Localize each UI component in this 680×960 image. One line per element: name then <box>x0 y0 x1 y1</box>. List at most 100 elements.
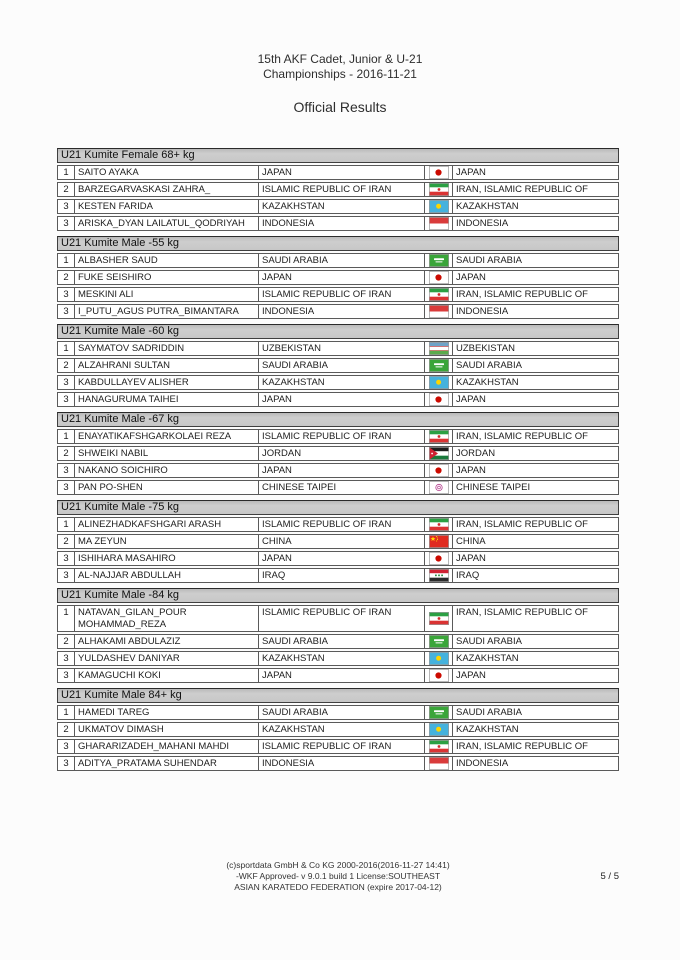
country-name-cell: INDONESIA <box>456 758 509 769</box>
country-name-cell: IRAQ <box>456 570 480 581</box>
country-cell: SAUDI ARABIA <box>259 706 425 719</box>
flag-cell <box>425 535 453 548</box>
competitor-name-cell: MESKINI ALI <box>75 288 259 301</box>
table-row: 3 ISHIHARA MASAHIRO JAPAN JAPAN <box>57 551 619 566</box>
competitor-name-cell: AL-NAJJAR ABDULLAH <box>75 569 259 582</box>
table-row: 2 MA ZEYUN CHINA CHINA <box>57 534 619 549</box>
rank-cell: 3 <box>58 288 75 301</box>
category-title: U21 Kumite Male -55 kg <box>57 236 619 251</box>
country-cell: ISLAMIC REPUBLIC OF IRAN <box>259 183 425 196</box>
rank-cell: 1 <box>58 706 75 719</box>
results-table: U21 Kumite Male 84+ kg 1 HAMEDI TAREG SAUDI… <box>57 688 619 771</box>
competitor-name-cell: YULDASHEV DANIYAR <box>75 652 259 665</box>
table-row: 2 BARZEGARVASKASI ZAHRA_ ISLAMIC REPUBLIC … <box>57 182 619 197</box>
flag-cell <box>425 635 453 648</box>
footer-line3: ASIAN KARATEDO FEDERATION (expire 2017-0… <box>234 882 442 892</box>
competitor-name-cell: BARZEGARVASKASI ZAHRA_ <box>75 183 259 196</box>
competitor-name-cell: HANAGURUMA TAIHEI <box>75 393 259 406</box>
japan-flag-icon <box>428 464 449 477</box>
rank-cell: 2 <box>58 535 75 548</box>
rank-cell: 1 <box>58 518 75 531</box>
indonesia-flag-icon <box>428 305 449 318</box>
flag-cell <box>425 740 453 753</box>
country-name-cell: INDONESIA <box>456 306 509 317</box>
country-cell: JAPAN <box>259 669 425 682</box>
flag-cell <box>425 217 453 230</box>
flag-cell <box>425 606 453 631</box>
table-row: 3 NAKANO SOICHIRO JAPAN JAPAN <box>57 463 619 478</box>
flag-cell <box>425 288 453 301</box>
rank-cell: 2 <box>58 723 75 736</box>
country-name-cell: SAUDI ARABIA <box>456 707 522 718</box>
flag-cell <box>425 254 453 267</box>
rank-cell: 3 <box>58 376 75 389</box>
indonesia-flag-icon <box>428 217 449 230</box>
country-name-cell: SAUDI ARABIA <box>456 636 522 647</box>
category-title: U21 Kumite Male 84+ kg <box>57 688 619 703</box>
table-row: 2 FUKE SEISHIRO JAPAN JAPAN <box>57 270 619 285</box>
rank-cell: 3 <box>58 757 75 770</box>
table-row: 3 YULDASHEV DANIYAR KAZAKHSTAN KAZAKHSTAN <box>57 651 619 666</box>
country-cell: SAUDI ARABIA <box>259 254 425 267</box>
competitor-name-cell: ADITYA_PRATAMA SUHENDAR <box>75 757 259 770</box>
rank-cell: 1 <box>58 430 75 443</box>
indonesia-flag-icon <box>428 757 449 770</box>
results-table: U21 Kumite Male -55 kg 1 ALBASHER SAUD SAUD… <box>57 236 619 319</box>
flag-cell <box>425 481 453 494</box>
japan-flag-icon <box>428 552 449 565</box>
country-name-cell: IRAN, ISLAMIC REPUBLIC OF <box>456 519 588 530</box>
country-name-cell: KAZAKHSTAN <box>456 201 519 212</box>
country-name-cell: CHINA <box>456 536 486 547</box>
competitor-name-cell: HAMEDI TAREG <box>75 706 259 719</box>
country-cell: CHINA <box>259 535 425 548</box>
saudi-arabia-flag-icon <box>428 359 449 372</box>
iran-flag-icon <box>428 430 449 443</box>
competitor-name-cell: ALINEZHADKAFSHGARI ARASH <box>75 518 259 531</box>
table-row: 3 KABDULLAYEV ALISHER KAZAKHSTAN KAZAKHSTAN <box>57 375 619 390</box>
rank-cell: 3 <box>58 393 75 406</box>
flag-cell <box>425 723 453 736</box>
iran-flag-icon <box>428 183 449 196</box>
country-cell: SAUDI ARABIA <box>259 359 425 372</box>
competitor-name-cell: ARISKA_DYAN LAILATUL_QODRIYAH <box>75 217 259 230</box>
table-row: 2 SHWEIKI NABIL JORDAN JORDAN <box>57 446 619 461</box>
country-name-cell: JAPAN <box>456 167 486 178</box>
flag-cell <box>425 271 453 284</box>
japan-flag-icon <box>428 166 449 179</box>
country-name-cell: IRAN, ISLAMIC REPUBLIC OF <box>456 184 588 195</box>
iran-flag-icon <box>428 740 449 753</box>
country-name-cell: JORDAN <box>456 448 496 459</box>
saudi-arabia-flag-icon <box>428 635 449 648</box>
iran-flag-icon <box>428 612 449 625</box>
iran-flag-icon <box>428 518 449 531</box>
competitor-name-cell: NATAVAN_GILAN_POUR MOHAMMAD_REZA <box>75 606 259 631</box>
rank-cell: 2 <box>58 183 75 196</box>
competitor-name-cell: KABDULLAYEV ALISHER <box>75 376 259 389</box>
table-row: 2 UKMATOV DIMASH KAZAKHSTAN KAZAKHSTAN <box>57 722 619 737</box>
flag-cell <box>425 305 453 318</box>
table-row: 3 HANAGURUMA TAIHEI JAPAN JAPAN <box>57 392 619 407</box>
rank-cell: 3 <box>58 652 75 665</box>
country-cell: SAUDI ARABIA <box>259 635 425 648</box>
rank-cell: 2 <box>58 271 75 284</box>
rank-cell: 2 <box>58 359 75 372</box>
footer-line1: (c)sportdata GmbH & Co KG 2000-2016(2016… <box>226 860 450 870</box>
competitor-name-cell: I_PUTU_AGUS PUTRA_BIMANTARA <box>75 305 259 318</box>
rank-cell: 3 <box>58 552 75 565</box>
flag-cell <box>425 447 453 460</box>
iraq-flag-icon <box>428 569 449 582</box>
table-row: 3 KAMAGUCHI KOKI JAPAN JAPAN <box>57 668 619 683</box>
saudi-arabia-flag-icon <box>428 254 449 267</box>
competitor-name-cell: KESTEN FARIDA <box>75 200 259 213</box>
rank-cell: 2 <box>58 447 75 460</box>
jordan-flag-icon <box>428 447 449 460</box>
rank-cell: 3 <box>58 669 75 682</box>
japan-flag-icon <box>428 271 449 284</box>
category-title: U21 Kumite Male -84 kg <box>57 588 619 603</box>
country-cell: CHINESE TAIPEI <box>259 481 425 494</box>
competitor-name-cell: SAYMATOV SADRIDDIN <box>75 342 259 355</box>
flag-cell <box>425 706 453 719</box>
flag-cell <box>425 669 453 682</box>
category-title: U21 Kumite Female 68+ kg <box>57 148 619 163</box>
flag-cell <box>425 393 453 406</box>
